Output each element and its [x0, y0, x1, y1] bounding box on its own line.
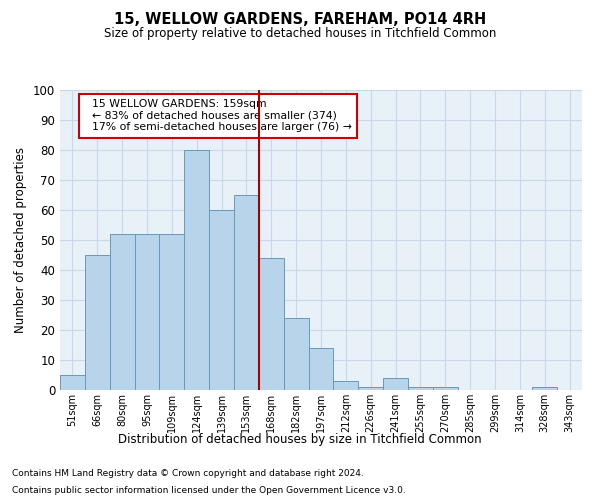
Text: Distribution of detached houses by size in Titchfield Common: Distribution of detached houses by size …	[118, 432, 482, 446]
Bar	[85, 255, 110, 390]
Text: 15, WELLOW GARDENS, FAREHAM, PO14 4RH: 15, WELLOW GARDENS, FAREHAM, PO14 4RH	[114, 12, 486, 28]
Bar	[433, 387, 458, 390]
Y-axis label: Number of detached properties: Number of detached properties	[14, 147, 28, 333]
Bar	[284, 318, 308, 390]
Bar	[308, 348, 334, 390]
Bar	[184, 150, 209, 390]
Bar	[134, 234, 160, 390]
Text: Contains HM Land Registry data © Crown copyright and database right 2024.: Contains HM Land Registry data © Crown c…	[12, 468, 364, 477]
Bar	[234, 195, 259, 390]
Text: Contains public sector information licensed under the Open Government Licence v3: Contains public sector information licen…	[12, 486, 406, 495]
Bar	[160, 234, 184, 390]
Bar	[259, 258, 284, 390]
Bar	[209, 210, 234, 390]
Bar	[110, 234, 134, 390]
Bar	[60, 375, 85, 390]
Bar	[532, 387, 557, 390]
Bar	[358, 387, 383, 390]
Bar	[334, 381, 358, 390]
Text: 15 WELLOW GARDENS: 159sqm
  ← 83% of detached houses are smaller (374)
  17% of : 15 WELLOW GARDENS: 159sqm ← 83% of detac…	[85, 99, 352, 132]
Text: Size of property relative to detached houses in Titchfield Common: Size of property relative to detached ho…	[104, 28, 496, 40]
Bar	[383, 378, 408, 390]
Bar	[408, 387, 433, 390]
